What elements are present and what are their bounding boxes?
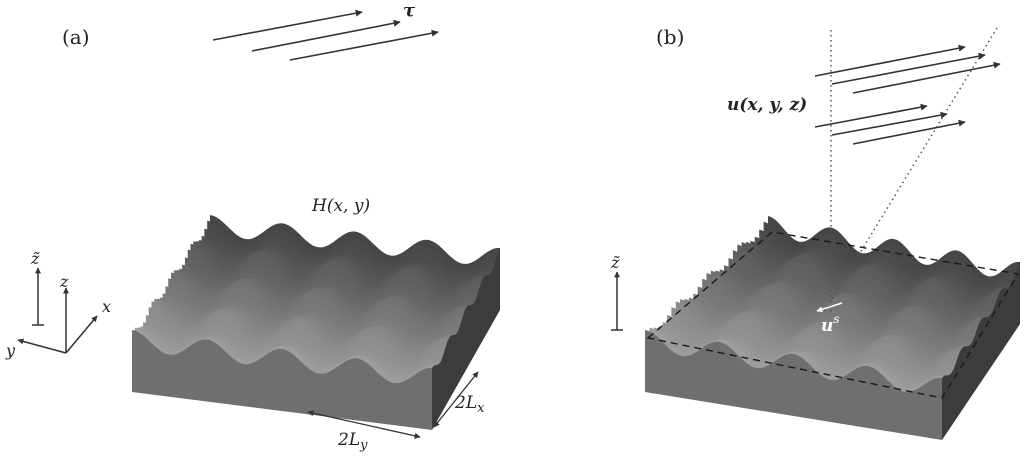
surface-front-wall xyxy=(645,330,942,440)
axis-z-label: z xyxy=(59,272,69,291)
velocity-arrow xyxy=(814,103,928,128)
panel-a: (a) τ z̃ z x y H(x, y) 2Lx 2Ly xyxy=(5,0,500,453)
axes-a xyxy=(17,267,98,354)
length-x-arrow xyxy=(433,371,479,428)
panel-a-label: (a) xyxy=(62,25,90,49)
rough-surface-b xyxy=(645,216,1020,440)
axis-y-label: y xyxy=(5,341,16,360)
slip-velocity-label: us xyxy=(821,312,840,336)
velocity-arrows xyxy=(814,44,1001,145)
axis-z-tilde-label-b: z̃ xyxy=(610,253,620,272)
length-x-label: 2Lx xyxy=(454,393,485,416)
x-axis xyxy=(65,315,98,354)
stress-arrow xyxy=(289,29,439,61)
dimension-arrows xyxy=(307,371,479,439)
stress-arrow xyxy=(251,19,401,52)
stress-label: τ xyxy=(403,0,416,21)
axis-z-tilde-label: z̃ xyxy=(30,249,40,268)
panel-b-label: (b) xyxy=(656,25,684,49)
stress-arrow xyxy=(212,9,363,41)
length-y-arrow xyxy=(307,410,421,439)
velocity-arrow xyxy=(814,44,966,77)
velocity-arrow xyxy=(831,52,986,85)
y-axis xyxy=(17,338,67,354)
velocity-arrow xyxy=(831,111,948,136)
velocity-arrow xyxy=(852,119,966,145)
dotted-guides xyxy=(823,27,998,313)
slip-velocity-arrow xyxy=(816,302,843,313)
z-tilde-axis-b xyxy=(611,271,623,331)
velocity-arrow xyxy=(852,61,1001,94)
length-y-label: 2Ly xyxy=(337,430,368,453)
rough-surface xyxy=(132,215,500,430)
axis-x-label: x xyxy=(102,297,111,316)
panel-b: (b) z̃ u(x, y, z) us xyxy=(610,25,1020,440)
dashed-plane xyxy=(646,231,1020,399)
surface-label: H(x, y) xyxy=(311,196,370,216)
velocity-label: u(x, y, z) xyxy=(727,95,807,115)
stress-arrows xyxy=(212,9,439,61)
surface-side-wall xyxy=(942,262,1020,440)
surface-front-wall xyxy=(132,330,432,430)
